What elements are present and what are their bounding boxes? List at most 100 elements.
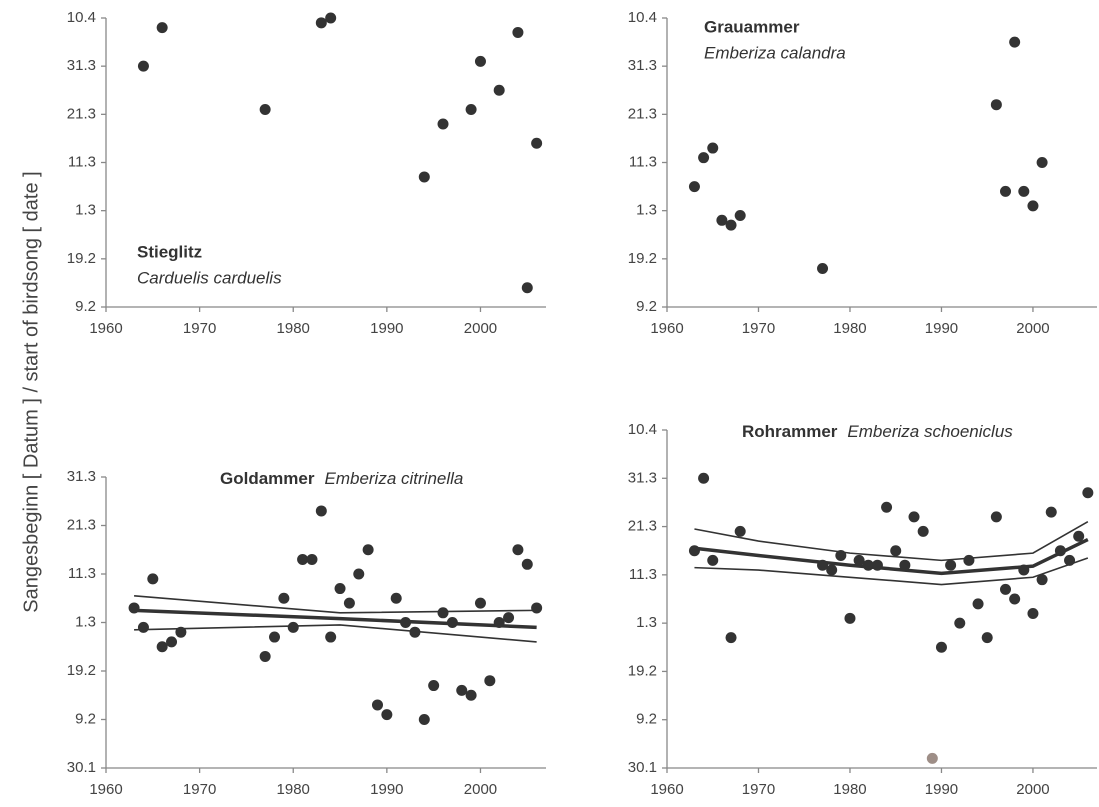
x-tick-label: 1980 xyxy=(833,781,866,798)
confidence-line xyxy=(134,624,537,643)
confidence-line xyxy=(134,595,537,614)
data-point xyxy=(166,636,178,648)
data-point xyxy=(862,559,874,571)
data-point xyxy=(688,545,700,557)
y-tick-label: 9.2 xyxy=(636,298,657,315)
data-point xyxy=(493,617,505,628)
data-point xyxy=(945,559,957,571)
x-tick-label: 1990 xyxy=(370,320,403,337)
data-point xyxy=(128,602,140,614)
x-tick-label: 1990 xyxy=(925,781,958,798)
x-tick-label: 1980 xyxy=(277,781,310,798)
data-point xyxy=(474,597,486,609)
data-point xyxy=(362,544,374,556)
species-name: Goldammer xyxy=(220,469,315,488)
data-point xyxy=(698,152,710,164)
y-tick-label: 10.4 xyxy=(628,9,657,26)
x-tick-label: 1970 xyxy=(183,781,216,798)
species-name: Stieglitz xyxy=(137,242,202,261)
data-point xyxy=(269,631,281,643)
species-name: Rohrammer xyxy=(742,422,838,441)
y-tick-label: 21.3 xyxy=(628,105,657,122)
species-latin: Carduelis carduelis xyxy=(137,268,282,287)
data-point xyxy=(353,568,365,580)
y-tick-label: 30.1 xyxy=(628,759,657,776)
x-tick-label: 2000 xyxy=(1016,320,1049,337)
data-point xyxy=(990,511,1002,523)
y-tick-label: 31.3 xyxy=(628,57,657,74)
data-point xyxy=(1036,574,1048,586)
data-point xyxy=(156,641,168,653)
data-point xyxy=(707,142,719,154)
data-point xyxy=(881,501,893,513)
data-point xyxy=(521,558,533,570)
data-point xyxy=(137,621,149,633)
data-point xyxy=(343,597,355,609)
y-tick-label: 19.2 xyxy=(67,662,96,679)
fit-line xyxy=(694,538,1089,576)
data-point xyxy=(826,564,838,576)
data-point xyxy=(512,544,524,556)
y-axis-label: Sangesbeginn [ Datum ] / start of birdso… xyxy=(20,171,42,612)
data-point xyxy=(725,219,737,231)
data-point xyxy=(817,559,829,571)
data-point xyxy=(409,626,421,638)
data-point xyxy=(835,550,847,562)
y-tick-label: 11.3 xyxy=(629,566,657,583)
data-point xyxy=(278,592,290,604)
x-tick-label: 1970 xyxy=(183,320,216,337)
data-point xyxy=(917,525,929,537)
data-point xyxy=(287,621,299,633)
data-point xyxy=(521,282,533,294)
data-point xyxy=(1018,185,1030,197)
x-tick-label: 2000 xyxy=(464,781,497,798)
data-point xyxy=(531,602,543,614)
data-point xyxy=(1000,185,1012,197)
species-name: Grauammer xyxy=(704,17,800,36)
data-point xyxy=(503,612,515,624)
data-point xyxy=(381,709,393,721)
species-latin: Emberiza citrinella xyxy=(324,469,463,488)
x-tick-label: 1970 xyxy=(742,320,775,337)
data-point xyxy=(334,583,346,595)
y-tick-label: 11.3 xyxy=(629,153,657,170)
y-tick-label: 9.2 xyxy=(75,298,96,315)
y-tick-label: 1.3 xyxy=(75,613,96,630)
data-point xyxy=(716,214,728,226)
data-point xyxy=(1082,487,1094,499)
data-point xyxy=(297,553,309,565)
data-point xyxy=(512,26,524,38)
y-tick-label: 9.2 xyxy=(75,710,96,727)
data-point xyxy=(465,104,477,116)
data-point xyxy=(465,689,477,701)
data-point xyxy=(1073,530,1085,542)
y-tick-label: 9.2 xyxy=(636,711,657,728)
data-point xyxy=(259,650,271,662)
data-point xyxy=(707,554,719,566)
x-tick-label: 2000 xyxy=(1016,781,1049,798)
data-point xyxy=(147,573,159,585)
data-point xyxy=(446,617,458,628)
data-point xyxy=(1064,554,1076,566)
data-point xyxy=(474,55,486,67)
data-point xyxy=(484,675,496,687)
data-point xyxy=(698,472,710,484)
species-latin: Emberiza schoeniclus xyxy=(847,422,1013,441)
x-tick-label: 1970 xyxy=(742,781,775,798)
y-tick-label: 1.3 xyxy=(636,202,657,219)
data-point xyxy=(315,17,327,29)
data-point xyxy=(137,60,149,72)
data-point xyxy=(1036,157,1048,168)
data-point xyxy=(371,699,383,711)
x-tick-label: 1960 xyxy=(89,781,122,798)
data-point xyxy=(1009,36,1021,48)
data-point xyxy=(325,631,337,643)
data-point xyxy=(981,632,993,644)
data-point xyxy=(1000,583,1012,595)
x-tick-label: 1990 xyxy=(370,781,403,798)
data-point xyxy=(156,22,168,34)
species-latin: Emberiza calandra xyxy=(704,43,846,62)
data-point xyxy=(437,118,449,130)
confidence-line xyxy=(694,557,1089,586)
